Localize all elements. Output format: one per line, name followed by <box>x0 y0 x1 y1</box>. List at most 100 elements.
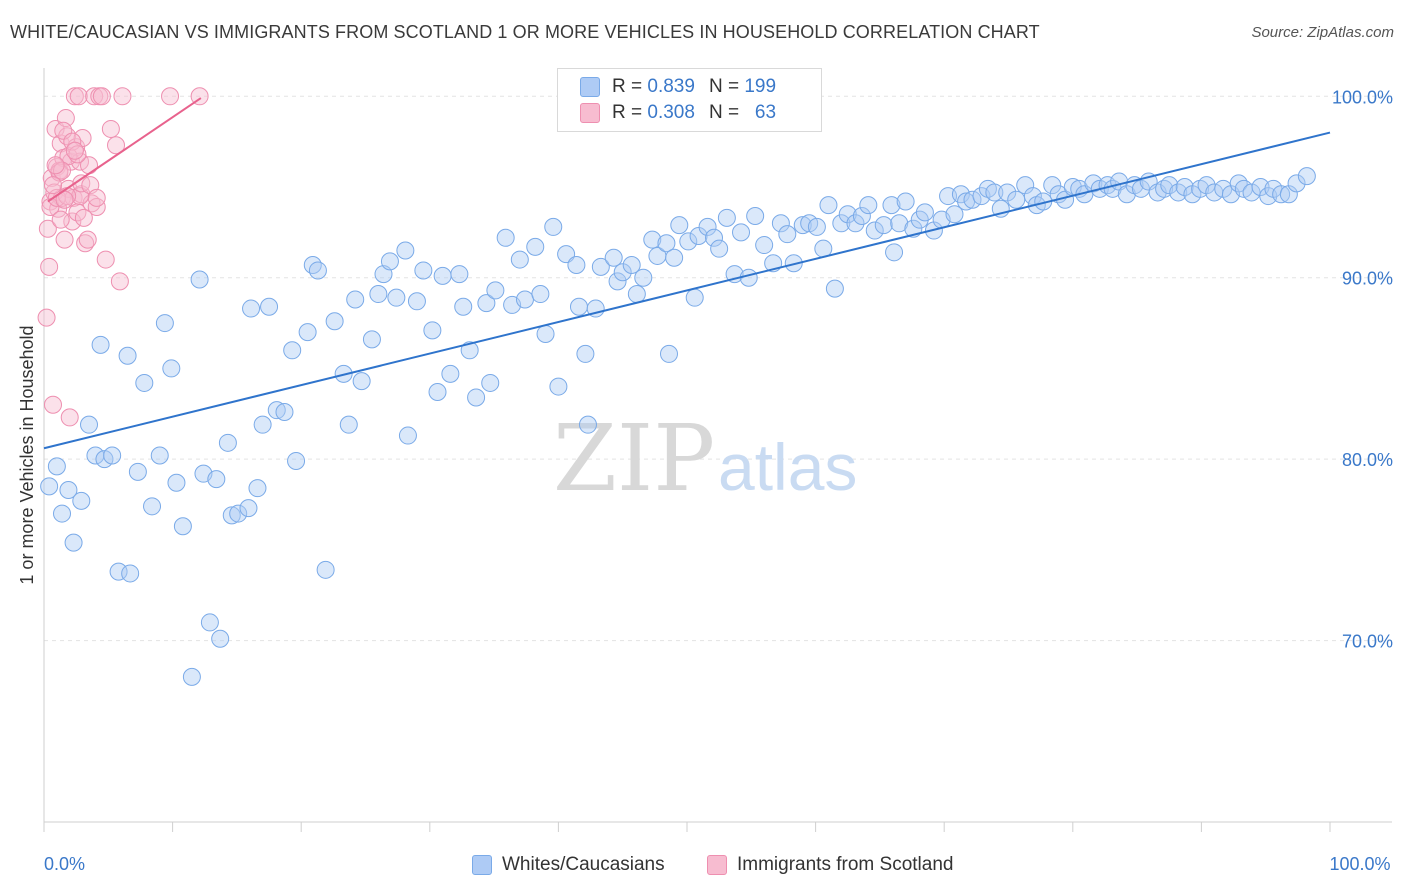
blue-point <box>515 290 534 309</box>
blue-point <box>1007 190 1026 209</box>
y-tick-label: 70.0% <box>1342 632 1393 652</box>
legend-row-whites: R = 0.839 N = 199 <box>580 74 776 100</box>
blue-point <box>283 341 302 360</box>
blue-point <box>229 504 248 523</box>
pink-point <box>40 257 59 276</box>
blue-point <box>398 426 417 445</box>
trend-lines <box>43 97 1331 450</box>
blue-point <box>467 388 486 407</box>
blue-point <box>643 230 662 249</box>
blue-point <box>998 183 1017 202</box>
chart-source: Source: ZipAtlas.com <box>1251 24 1394 41</box>
blue-point <box>819 196 838 215</box>
legend: R = 0.839 N = 199 R = 0.308 N = 63 <box>557 68 822 132</box>
pink-point <box>72 174 91 193</box>
blue-point <box>369 285 388 304</box>
blue-point <box>155 314 174 333</box>
blue-point <box>608 272 627 291</box>
pink-point <box>87 188 106 207</box>
blue-point <box>325 312 344 331</box>
pink-point <box>82 194 101 213</box>
blue-point <box>536 324 555 343</box>
blue-point <box>352 372 371 391</box>
blue-point <box>807 217 826 236</box>
blue-point <box>496 228 515 247</box>
blue-point <box>1160 176 1179 195</box>
blue-point <box>846 214 865 233</box>
blue-point <box>298 323 317 342</box>
blue-point <box>591 257 610 276</box>
blue-point <box>567 256 586 275</box>
pink-point <box>55 230 74 249</box>
blue-point <box>486 281 505 300</box>
blue-point <box>239 499 258 518</box>
blue-point <box>380 252 399 271</box>
blue-point <box>531 285 550 304</box>
pink-point <box>46 156 65 175</box>
blue-point <box>303 256 322 275</box>
legend-n-label: N = <box>708 102 740 123</box>
blue-point <box>689 226 708 245</box>
blue-point <box>450 265 469 284</box>
watermark: ZIP atlas <box>553 405 857 512</box>
blue-point <box>222 506 241 525</box>
blue-point <box>387 288 406 307</box>
blue-point <box>481 373 500 392</box>
tick-labels: 100.0% 90.0% 80.0% 70.0% 0.0% 100.0% <box>44 87 1393 874</box>
blue-point <box>985 183 1004 202</box>
blue-point <box>569 297 588 316</box>
blue-point <box>717 208 736 227</box>
blue-series-points <box>40 167 1316 686</box>
blue-point <box>627 285 646 304</box>
blue-point <box>613 263 632 282</box>
blue-point <box>705 228 724 247</box>
blue-point <box>685 288 704 307</box>
blue-point <box>1155 179 1174 198</box>
chart-title: WHITE/CAUCASIAN VS IMMIGRANTS FROM SCOTL… <box>10 22 1040 42</box>
blue-point <box>578 415 597 434</box>
blue-point <box>746 207 765 226</box>
legend-row-scotland: R = 0.308 N = 63 <box>580 100 776 126</box>
watermark-zip: ZIP <box>553 405 715 512</box>
pink-point <box>85 87 104 106</box>
pink-point <box>65 87 84 106</box>
axes <box>43 68 1392 832</box>
blue-point <box>143 497 162 516</box>
blue-point <box>428 383 447 402</box>
pink-point <box>161 87 180 106</box>
legend-swatch-pink <box>580 103 600 123</box>
blue-point <box>362 330 381 349</box>
blue-point <box>454 297 473 316</box>
legend-swatch-blue <box>580 77 600 97</box>
blue-point <box>865 221 884 240</box>
pink-point <box>78 230 97 249</box>
legend-r-label: R = <box>612 76 643 97</box>
blue-point <box>260 297 279 316</box>
blue-point <box>576 344 595 363</box>
blue-point <box>852 207 871 226</box>
blue-point <box>477 294 496 313</box>
pink-point <box>63 212 82 231</box>
pink-point <box>190 87 209 106</box>
blue-point <box>339 415 358 434</box>
blue-point <box>150 446 169 465</box>
gridlines <box>44 95 1392 642</box>
blue-point <box>121 564 140 583</box>
legend-r-value: 0.839 <box>647 76 695 97</box>
blue-point <box>710 239 729 258</box>
legend-r-value: 0.308 <box>647 102 695 123</box>
blue-point <box>604 248 623 267</box>
pink-point <box>41 197 60 216</box>
blue-point <box>316 560 335 579</box>
blue-point <box>510 250 529 269</box>
blue-point <box>460 341 479 360</box>
blue-point <box>72 491 91 510</box>
blue-point <box>275 402 294 421</box>
blue-point <box>396 241 415 260</box>
blue-point <box>526 237 545 256</box>
pink-point <box>51 210 70 229</box>
legend-n-value: 199 <box>744 76 777 97</box>
blue-point <box>882 196 901 215</box>
pink-point <box>38 219 57 238</box>
